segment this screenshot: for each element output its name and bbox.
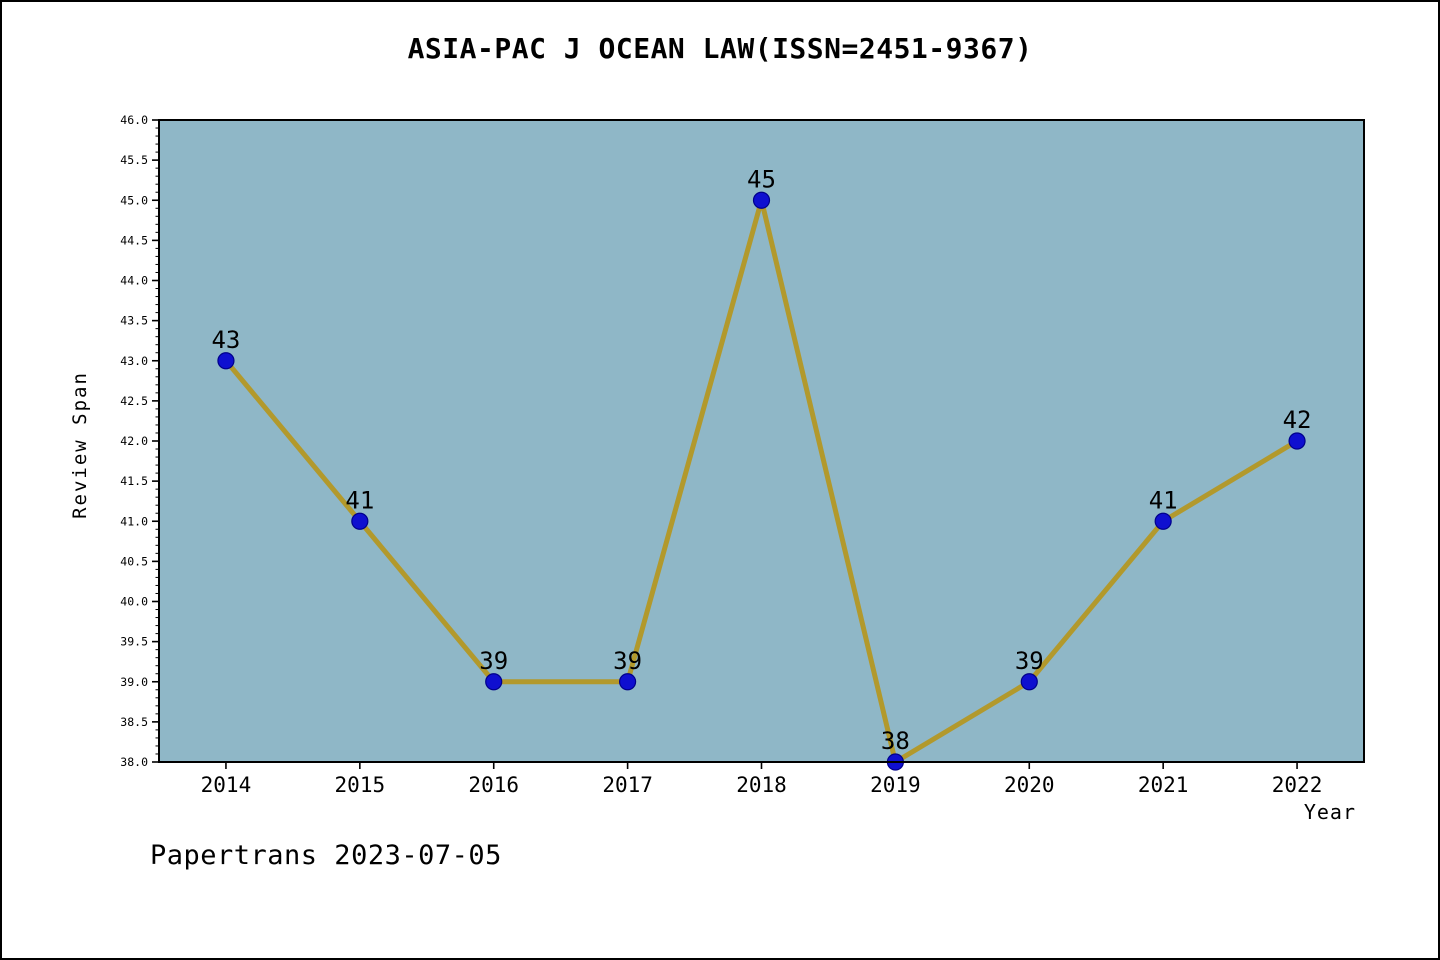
y-tick-label: 41.0 (120, 514, 148, 528)
x-tick-label: 2019 (870, 773, 921, 797)
y-tick-label: 44.0 (120, 274, 148, 288)
y-tick-label: 42.5 (120, 394, 148, 408)
data-point-label: 39 (613, 647, 642, 675)
y-tick-label: 42.0 (120, 434, 148, 448)
data-point-label: 38 (881, 727, 910, 755)
y-tick-label: 45.5 (120, 153, 148, 167)
y-tick-label: 38.0 (120, 755, 148, 769)
data-point (1154, 512, 1172, 530)
data-point-label: 45 (747, 165, 776, 193)
x-tick-label: 2021 (1138, 773, 1189, 797)
x-tick-label: 2017 (602, 773, 653, 797)
y-tick-label: 45.0 (120, 193, 148, 207)
plot-border (158, 119, 1365, 763)
y-tick-label: 43.5 (120, 314, 148, 328)
y-tick-label: 41.5 (120, 474, 148, 488)
data-point (1020, 673, 1038, 691)
footer-watermark: Papertrans 2023-07-05 (150, 840, 502, 871)
data-point-label: 43 (211, 326, 240, 354)
data-point (217, 352, 235, 370)
x-tick-label: 2015 (335, 773, 386, 797)
x-tick-label: 2018 (736, 773, 787, 797)
data-point-label: 39 (1015, 647, 1044, 675)
chart-title: ASIA-PAC J OCEAN LAW(ISSN=2451-9367) (407, 32, 1033, 65)
x-tick-label: 2016 (468, 773, 519, 797)
data-point (351, 512, 369, 530)
data-point-label: 42 (1283, 406, 1312, 434)
y-tick-label: 39.5 (120, 635, 148, 649)
x-axis-label: Year (1303, 800, 1356, 824)
data-point (619, 673, 637, 691)
y-tick-label: 43.0 (120, 354, 148, 368)
plot-area (159, 120, 1364, 762)
x-tick-label: 2022 (1272, 773, 1323, 797)
data-point (1288, 432, 1306, 450)
data-point (752, 191, 771, 209)
data-point-label: 39 (479, 647, 508, 675)
y-tick-label: 40.0 (120, 595, 148, 609)
x-tick-label: 2014 (201, 773, 252, 797)
data-point (485, 673, 503, 691)
data-point-label: 41 (345, 486, 374, 514)
data-point-label: 41 (1149, 486, 1178, 514)
y-tick-label: 44.5 (120, 233, 148, 247)
y-tick-label: 46.0 (120, 113, 148, 127)
y-tick-label: 40.5 (120, 554, 148, 568)
x-tick-label: 2020 (1004, 773, 1055, 797)
y-tick-label: 38.5 (120, 715, 148, 729)
y-tick-label: 39.0 (120, 675, 148, 689)
